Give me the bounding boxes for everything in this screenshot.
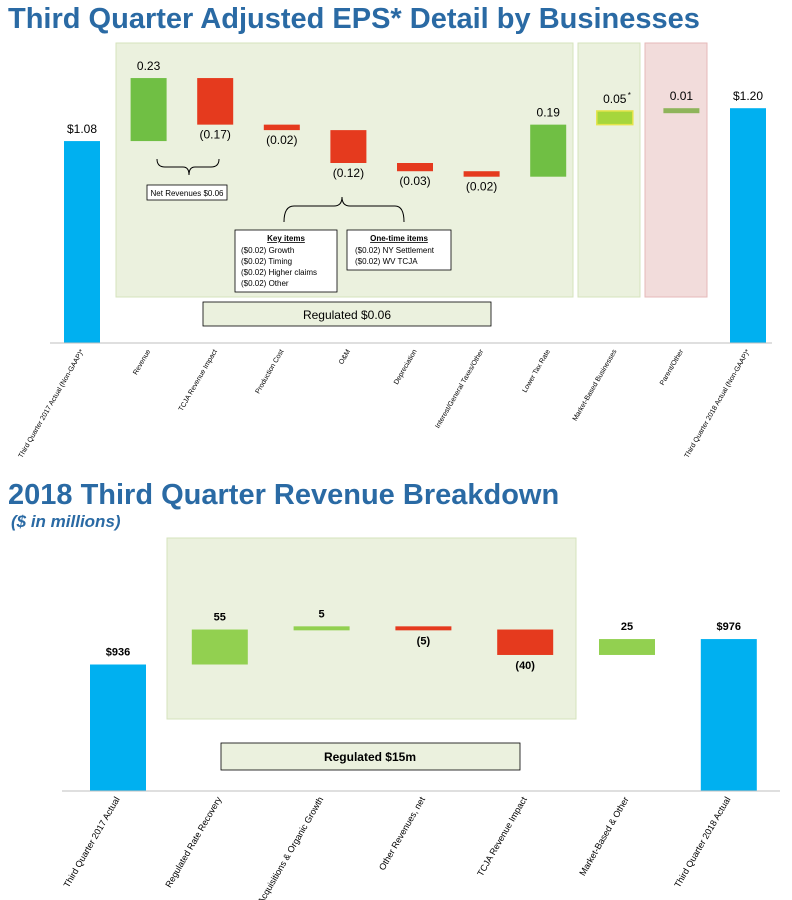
value-label-10: $1.20 bbox=[733, 89, 763, 103]
category-label-2: Acquisitions & Organic Growth bbox=[256, 795, 326, 900]
regulated-eps-box bbox=[202, 301, 492, 327]
bar-4 bbox=[497, 629, 554, 655]
value-label-9: 0.01 bbox=[670, 89, 694, 103]
category-label-3: Other Revenues, net bbox=[377, 795, 427, 872]
key-item-higher-claims: ($0.02) Higher claims bbox=[241, 268, 317, 277]
category-label-0: Third Quarter 2017 Actual bbox=[62, 795, 122, 889]
value-label-2: 5 bbox=[319, 608, 325, 620]
bar-10 bbox=[730, 108, 766, 343]
bar-7 bbox=[530, 124, 567, 177]
key-item-growth: ($0.02) Growth bbox=[241, 246, 294, 255]
regulated-revenue-box bbox=[220, 742, 521, 771]
category-label-6: Third Quarter 2018 Actual bbox=[672, 795, 732, 889]
chart1-title: Third Quarter Adjusted EPS* Detail by Bu… bbox=[8, 3, 700, 35]
value-label-2: (0.17) bbox=[200, 128, 231, 142]
value-label-8: 0.05 bbox=[603, 92, 627, 106]
one-time-item-wv-tcja: ($0.02) WV TCJA bbox=[355, 257, 418, 266]
bar-6 bbox=[700, 639, 757, 791]
value-label-1: 55 bbox=[214, 612, 226, 624]
parent-panel bbox=[644, 42, 708, 298]
key-item-timing: ($0.02) Timing bbox=[241, 257, 292, 266]
bar-9 bbox=[663, 108, 700, 114]
bar-5 bbox=[397, 163, 433, 172]
category-label-5: Market-Based & Other bbox=[577, 795, 630, 878]
one-time-item-ny-settlement: ($0.02) NY Settlement bbox=[355, 246, 435, 255]
bar-1 bbox=[191, 629, 248, 665]
value-label-5: 25 bbox=[621, 621, 633, 633]
chart2-title: 2018 Third Quarter Revenue Breakdown bbox=[8, 479, 560, 511]
one-time-items-title: One-time items bbox=[370, 234, 428, 243]
net-revenues-brace bbox=[156, 158, 220, 176]
value-label-3: (5) bbox=[417, 635, 431, 647]
bar-4 bbox=[330, 130, 367, 163]
bar-6 bbox=[463, 171, 500, 177]
one-time-items-box bbox=[346, 229, 452, 271]
bar-3 bbox=[263, 124, 300, 131]
key-items-title: Key items bbox=[267, 234, 305, 243]
bar-5 bbox=[599, 639, 655, 655]
bar-0 bbox=[90, 664, 146, 791]
value-label-6: (0.02) bbox=[466, 180, 497, 194]
value-label-6: $976 bbox=[717, 621, 741, 633]
bar-1 bbox=[130, 78, 167, 142]
category-label-1: Regulated Rate Recovery bbox=[163, 795, 223, 890]
value-label-4: (0.12) bbox=[333, 166, 364, 180]
bar-8 bbox=[596, 110, 634, 126]
key-item-other: ($0.02) Other bbox=[241, 279, 289, 288]
bar-0 bbox=[64, 141, 100, 343]
om-items-brace bbox=[283, 196, 405, 223]
value-label-5: (0.03) bbox=[399, 174, 430, 188]
regulated-revenue-panel bbox=[166, 537, 577, 720]
chart2-subtitle: ($ in millions) bbox=[11, 512, 121, 531]
bar-2 bbox=[197, 78, 234, 125]
value-label-4: (40) bbox=[515, 660, 535, 672]
net-revenues-box bbox=[146, 184, 228, 201]
value-label-1: 0.23 bbox=[137, 59, 161, 73]
value-label-marker-8: * bbox=[628, 91, 631, 100]
bar-3 bbox=[395, 626, 452, 631]
key-items-box bbox=[234, 229, 338, 293]
regulated-panel bbox=[115, 42, 574, 298]
market-based-panel bbox=[577, 42, 641, 298]
net-revenues-label: Net Revenues $0.06 bbox=[151, 189, 224, 198]
value-label-7: 0.19 bbox=[537, 106, 561, 120]
value-label-0: $1.08 bbox=[67, 122, 97, 136]
bar-2 bbox=[293, 626, 350, 631]
category-label-4: TCJA Revenue Impact bbox=[475, 795, 529, 878]
value-label-0: $936 bbox=[106, 647, 130, 659]
regulated-eps-label: Regulated $0.06 bbox=[303, 308, 391, 322]
value-label-3: (0.02) bbox=[266, 133, 297, 147]
regulated-revenue-label: Regulated $15m bbox=[324, 750, 416, 764]
